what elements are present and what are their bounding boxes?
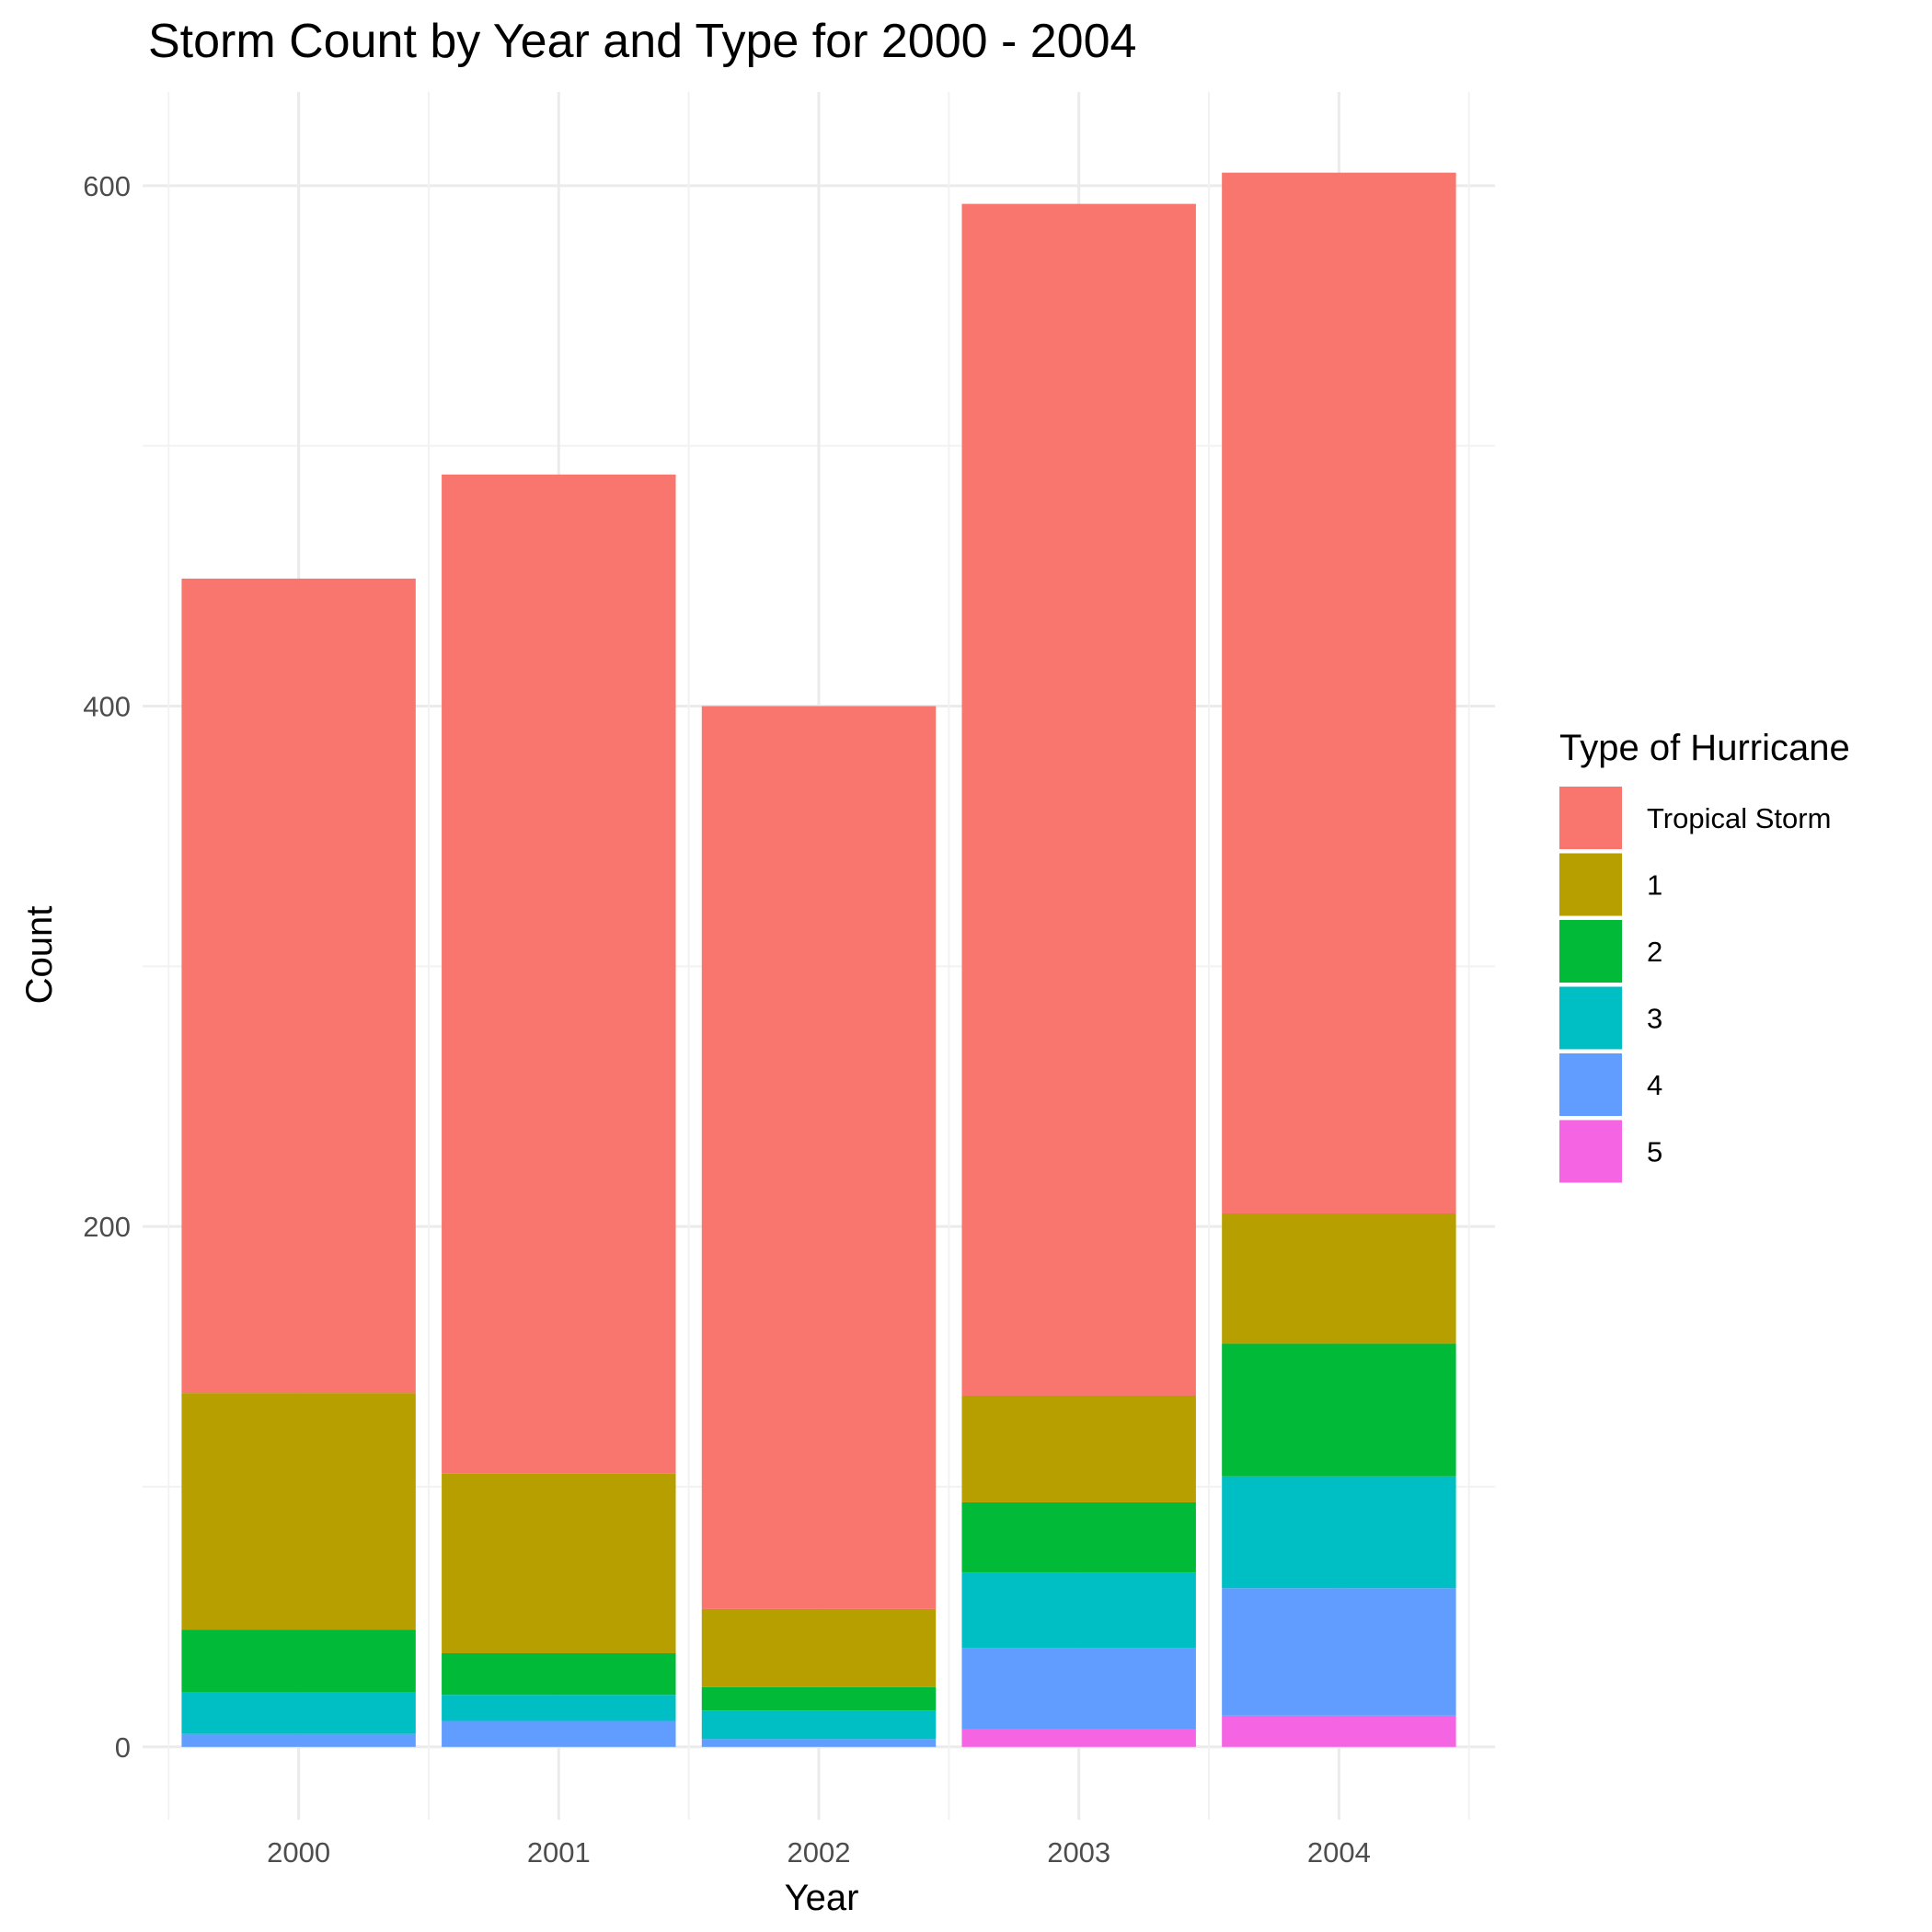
legend-key-1 — [1559, 853, 1622, 916]
bar-segment-2002-tropical-storm — [701, 706, 937, 1609]
bar-segment-2003-4 — [961, 1648, 1196, 1730]
bar-segment-2004-4 — [1222, 1588, 1456, 1716]
legend-label: 4 — [1647, 1069, 1662, 1101]
legend-key-tropical-storm — [1559, 787, 1622, 849]
x-axis-ticks: 2000 2001 2002 2003 2004 — [267, 1836, 1371, 1869]
legend-label: 5 — [1647, 1136, 1662, 1168]
y-tick-label: 200 — [83, 1211, 131, 1243]
legend-title: Type of Hurricane — [1559, 728, 1850, 768]
bar-segment-2000-2 — [181, 1629, 416, 1693]
bar-segment-2000-4 — [181, 1733, 416, 1747]
bar-segment-2003-2 — [961, 1501, 1196, 1573]
bar-segment-2004-1 — [1222, 1213, 1456, 1344]
bar-segment-2001-4 — [442, 1720, 676, 1747]
bars — [181, 172, 1456, 1747]
x-axis-title: Year — [785, 1878, 859, 1918]
legend-key-2 — [1559, 920, 1622, 983]
bar-segment-2003-tropical-storm — [961, 203, 1196, 1396]
bar-segment-2001-3 — [442, 1695, 676, 1721]
bar-segment-2003-1 — [961, 1395, 1196, 1502]
chart-title: Storm Count by Year and Type for 2000 - … — [148, 15, 1136, 68]
y-tick-label: 600 — [83, 170, 131, 202]
x-tick-label: 2003 — [1047, 1836, 1110, 1869]
bar-segment-2003-3 — [961, 1572, 1196, 1649]
x-tick-label: 2001 — [527, 1836, 591, 1869]
bar-segment-2004-5 — [1222, 1715, 1456, 1747]
bar-segment-2001-1 — [442, 1473, 676, 1653]
x-tick-label: 2002 — [788, 1836, 851, 1869]
legend-key-3 — [1559, 986, 1622, 1050]
x-tick-label: 2000 — [267, 1836, 330, 1869]
legend-label: 2 — [1647, 936, 1662, 968]
legend-label: Tropical Storm — [1647, 802, 1831, 834]
bar-segment-2000-1 — [181, 1393, 416, 1630]
bar-segment-2001-2 — [442, 1652, 676, 1696]
y-tick-label: 400 — [83, 690, 131, 722]
x-tick-label: 2004 — [1307, 1836, 1371, 1869]
bar-segment-2002-2 — [701, 1686, 937, 1711]
legend-label: 3 — [1647, 1003, 1662, 1035]
bar-segment-2004-2 — [1222, 1343, 1456, 1477]
bar-segment-2002-4 — [701, 1739, 937, 1747]
legend-key-5 — [1559, 1120, 1622, 1183]
y-tick-label: 0 — [115, 1731, 131, 1764]
legend-label: 1 — [1647, 869, 1662, 902]
bar-segment-2002-3 — [701, 1710, 937, 1740]
bar-segment-2003-5 — [961, 1729, 1196, 1747]
y-axis-title: Count — [19, 906, 60, 1005]
bar-segment-2004-tropical-storm — [1222, 172, 1456, 1214]
legend-key-4 — [1559, 1053, 1622, 1116]
legend: Type of Hurricane Tropical Storm 1 2 3 4 5 — [1559, 728, 1850, 1183]
bar-segment-2000-tropical-storm — [181, 578, 416, 1394]
bar-segment-2002-1 — [701, 1608, 937, 1687]
y-axis-ticks: 0 200 400 600 — [83, 170, 131, 1764]
bar-segment-2001-tropical-storm — [442, 474, 676, 1474]
bar-segment-2004-3 — [1222, 1476, 1456, 1589]
bar-segment-2000-3 — [181, 1692, 416, 1734]
